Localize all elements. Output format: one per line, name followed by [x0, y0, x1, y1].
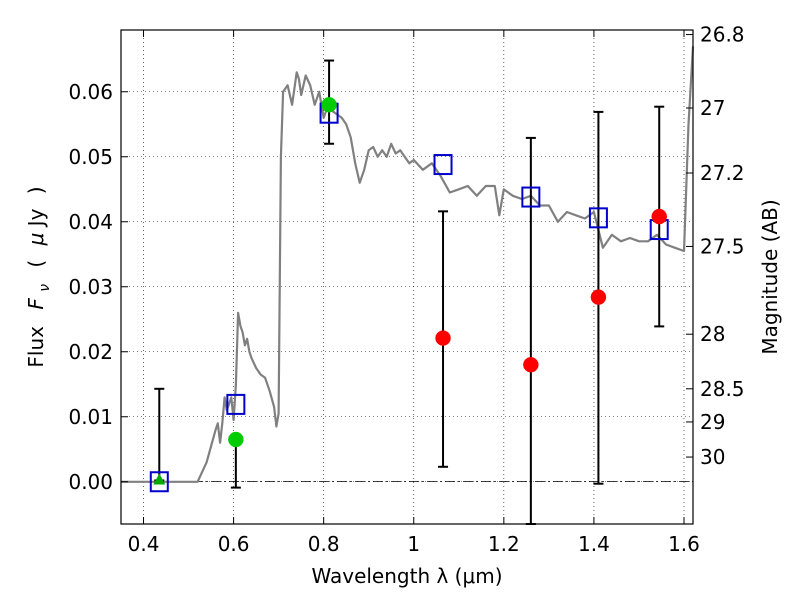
- model-photometry-square: [149, 471, 169, 493]
- right-tick-label: 28: [700, 322, 725, 346]
- model-photometry-square: [521, 186, 541, 208]
- right-tick-label: 30: [700, 445, 725, 469]
- x-tick-label: 1.4: [578, 532, 610, 556]
- x-tick-label: 1: [407, 532, 420, 556]
- data-point: [321, 97, 337, 113]
- right-tick-label: 27: [700, 96, 725, 120]
- x-tick-label: 1.2: [488, 532, 520, 556]
- x-axis-label: Wavelength λ (μm): [311, 564, 502, 588]
- grid: [121, 30, 693, 524]
- data-point: [435, 330, 451, 346]
- y-axis-label-jy: Jy: [24, 208, 48, 228]
- plot-frame: [120, 29, 694, 525]
- x-tick-label: 1.6: [668, 532, 700, 556]
- data-point: [590, 289, 607, 305]
- y-axis-label-close-paren: ): [24, 186, 48, 194]
- y-tick-label: 0.05: [68, 145, 113, 169]
- y-axis-label-open-paren: (: [24, 260, 48, 268]
- y-axis-label-f: F: [24, 298, 48, 310]
- right-tick-label: 27.5: [700, 234, 745, 258]
- model-sed-line: [121, 46, 695, 483]
- model-photometry-square: [226, 393, 246, 415]
- y-tick-label: 0.02: [68, 340, 113, 364]
- right-tick-label: 29: [700, 410, 725, 434]
- model-photometry-square: [433, 154, 453, 176]
- y-axis-label-flux: Flux: [24, 326, 48, 368]
- series: [121, 46, 695, 525]
- y-tick-label: 0.06: [68, 80, 113, 104]
- ticks: [121, 30, 693, 524]
- model-photometry-square: [588, 207, 608, 229]
- x-tick-label: 0.8: [308, 532, 340, 556]
- right-axis-label: Magnitude (AB): [758, 199, 782, 354]
- right-tick-label: 28.5: [700, 377, 745, 401]
- x-tick-label: 0.4: [128, 532, 160, 556]
- data-point: [228, 431, 244, 448]
- y-tick-label: 0.00: [68, 470, 113, 494]
- y-tick-label: 0.01: [68, 405, 113, 429]
- y-axis-label-nu: ν: [37, 284, 53, 292]
- right-tick-label: 26.8: [700, 23, 745, 47]
- upper-limit-triangle: [153, 473, 166, 485]
- x-tick-label: 0.6: [218, 532, 250, 556]
- data-point: [651, 208, 667, 225]
- y-tick-label: 0.03: [68, 275, 113, 299]
- right-tick-label: 27.2: [700, 161, 745, 185]
- y-tick-label: 0.04: [68, 210, 113, 234]
- y-axis-label: Flux F ν ( μ Jy ): [24, 186, 54, 367]
- data-point: [523, 357, 539, 373]
- tick-labels: 0.4 0.6 0.8 1 1.2 1.4 1.6 0.00 0.01 0.02 0.03 0.04 0…: [68, 23, 744, 556]
- y-axis-label-mu: μ: [24, 233, 48, 247]
